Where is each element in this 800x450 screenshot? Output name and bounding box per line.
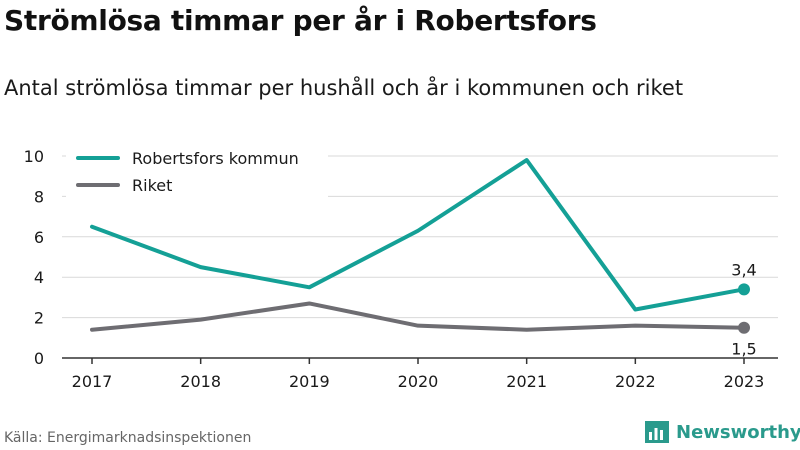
y-tick-label: 6 bbox=[34, 228, 44, 247]
data-label: 1,5 bbox=[731, 340, 756, 359]
series-line bbox=[90, 301, 746, 332]
x-tick-label: 2023 bbox=[724, 372, 765, 391]
y-tick-label: 2 bbox=[34, 309, 44, 328]
x-tick-label: 2022 bbox=[615, 372, 656, 391]
x-tick-label: 2020 bbox=[398, 372, 439, 391]
legend-box bbox=[66, 144, 328, 200]
series-end-point bbox=[738, 283, 750, 296]
x-tick-label: 2021 bbox=[506, 372, 547, 391]
x-tick-label: 2019 bbox=[289, 372, 330, 391]
bar-chart-logo-icon bbox=[645, 421, 669, 443]
x-tick-label: 2018 bbox=[180, 372, 221, 391]
source-note: Källa: Energimarknadsinspektionen bbox=[4, 430, 252, 446]
chart-title: Strömlösa timmar per år i Robertsfors bbox=[4, 4, 597, 37]
legend-label: Riket bbox=[132, 176, 172, 195]
y-tick-label: 10 bbox=[24, 147, 44, 166]
series-line bbox=[90, 158, 746, 312]
x-tick-label: 2017 bbox=[72, 372, 113, 391]
brand-name: Newsworthy bbox=[676, 421, 800, 443]
brand-logo: Newsworthy bbox=[644, 420, 800, 444]
legend-label: Robertsfors kommun bbox=[132, 149, 299, 168]
data-label: 3,4 bbox=[731, 260, 756, 279]
y-tick-label: 8 bbox=[34, 187, 44, 206]
y-tick-label: 0 bbox=[34, 349, 44, 368]
y-tick-label: 4 bbox=[34, 268, 44, 287]
series-end-point bbox=[738, 321, 750, 334]
chart-subtitle: Antal strömlösa timmar per hushåll och å… bbox=[4, 76, 684, 100]
